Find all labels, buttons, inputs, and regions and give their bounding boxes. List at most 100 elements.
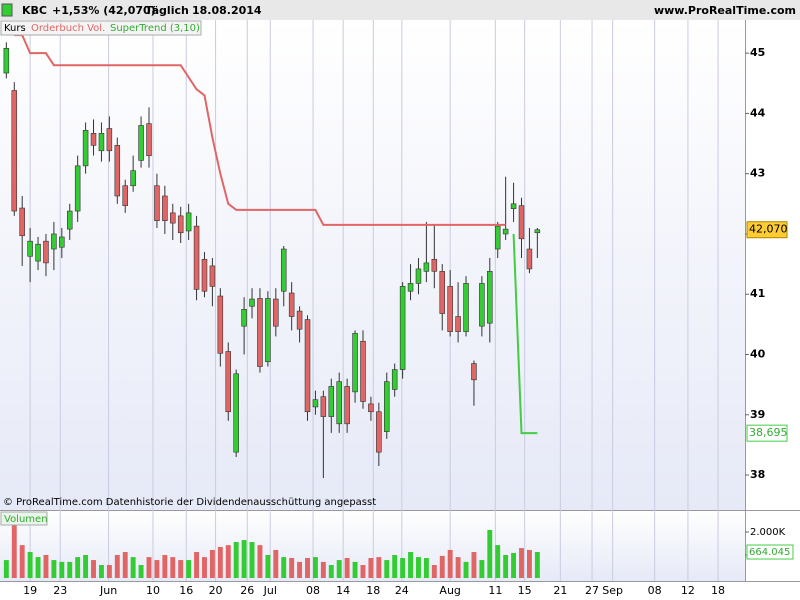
candle-body bbox=[502, 228, 509, 235]
volume-bar bbox=[423, 557, 429, 578]
volume-bar bbox=[19, 545, 25, 578]
volume-bar bbox=[503, 555, 509, 578]
volume-bar bbox=[439, 555, 445, 578]
candle-body bbox=[225, 351, 232, 413]
candle-body bbox=[130, 170, 136, 187]
volume-bar bbox=[130, 557, 136, 578]
candle-body bbox=[19, 207, 25, 237]
period: Täglich bbox=[145, 4, 189, 17]
volume-bar bbox=[257, 545, 263, 578]
volume-bar bbox=[305, 557, 310, 578]
legend-item: SuperTrend (3,10) bbox=[110, 23, 200, 34]
candle-body bbox=[146, 123, 152, 156]
volume-bar bbox=[273, 549, 279, 578]
change: +1,53% (42,070) bbox=[52, 4, 156, 17]
volume-bar bbox=[526, 549, 532, 578]
candle-body bbox=[518, 205, 525, 240]
volume-bar bbox=[106, 565, 112, 578]
volume-bar bbox=[297, 561, 303, 578]
volume-bar bbox=[368, 557, 374, 578]
volume-bar bbox=[447, 549, 453, 578]
price-pane bbox=[0, 20, 745, 510]
candle-body bbox=[51, 233, 57, 250]
candle-body bbox=[162, 195, 168, 222]
x-tick-label: 18 bbox=[366, 584, 380, 597]
volume-bar bbox=[328, 565, 334, 578]
volume-bar bbox=[281, 557, 287, 578]
x-tick-label: 12 bbox=[681, 584, 695, 597]
volume-bar bbox=[217, 546, 223, 578]
volume-bar bbox=[360, 565, 366, 578]
volume-bar bbox=[154, 560, 160, 578]
candle-body bbox=[399, 286, 406, 370]
candle-body bbox=[59, 236, 65, 248]
volume-bar bbox=[91, 560, 96, 578]
candle-body bbox=[209, 265, 216, 287]
volume-bar bbox=[35, 557, 41, 578]
volume-bar bbox=[384, 560, 390, 578]
volume-bar bbox=[3, 560, 9, 578]
volume-bar bbox=[408, 552, 413, 578]
volume-bar bbox=[98, 565, 104, 578]
candle-body bbox=[391, 369, 398, 390]
icon bbox=[1, 3, 13, 17]
grid bbox=[29, 20, 749, 581]
site: www.ProRealTime.com bbox=[654, 4, 796, 17]
volume-bar bbox=[479, 560, 485, 578]
y-tick-label: 40 bbox=[750, 348, 766, 361]
volume-bar bbox=[289, 557, 295, 578]
date: 18.08.2014 bbox=[192, 4, 262, 17]
volume-bar bbox=[146, 557, 152, 578]
x-tick-label: 10 bbox=[146, 584, 160, 597]
volume-bar bbox=[312, 557, 318, 578]
volume-bar bbox=[392, 555, 398, 578]
candle-body bbox=[257, 298, 263, 367]
candle-body bbox=[487, 271, 493, 324]
volume-bar bbox=[186, 560, 192, 578]
y-tick-label: 39 bbox=[750, 408, 765, 421]
volume-bar bbox=[463, 561, 469, 578]
x-tick-label: 11 bbox=[488, 584, 502, 597]
candle-body bbox=[320, 396, 327, 417]
supertrend-label-box bbox=[746, 424, 788, 442]
volume-bar bbox=[122, 552, 128, 578]
candle-body bbox=[74, 165, 81, 212]
candle-body bbox=[494, 225, 501, 250]
price-label: 42,070 bbox=[749, 223, 788, 236]
volume-bar bbox=[320, 561, 326, 578]
candle-body bbox=[233, 373, 239, 453]
candle-body bbox=[384, 381, 390, 432]
legend-box bbox=[0, 20, 202, 36]
volume-bar bbox=[352, 561, 358, 578]
candle-body bbox=[122, 185, 128, 206]
volume-legend-box bbox=[0, 511, 48, 526]
symbol: KBC bbox=[22, 4, 47, 17]
candle-body bbox=[217, 295, 224, 354]
candle-body bbox=[3, 48, 10, 74]
x-tick-label: 23 bbox=[53, 584, 67, 597]
candle-body bbox=[376, 411, 382, 453]
candle-body bbox=[423, 262, 430, 272]
volume-bar bbox=[249, 542, 255, 578]
candle-body bbox=[66, 210, 73, 230]
candle-body bbox=[288, 292, 295, 317]
x-tick-label: 14 bbox=[336, 584, 350, 597]
candle-body bbox=[249, 298, 255, 307]
x-tick-label: 20 bbox=[209, 584, 223, 597]
volume-bar bbox=[265, 555, 271, 578]
volume-label: 664.045 bbox=[749, 547, 790, 558]
candle-body bbox=[352, 333, 358, 393]
volume-bar bbox=[241, 540, 247, 578]
y-tick-label: 45 bbox=[750, 46, 765, 59]
volume-bar bbox=[138, 565, 144, 578]
volume-bar bbox=[487, 529, 493, 578]
legend-item: Kurs bbox=[4, 23, 26, 34]
volume-bar bbox=[170, 557, 176, 578]
candle-body bbox=[11, 90, 18, 212]
volume-bar bbox=[519, 548, 524, 578]
marks bbox=[3, 34, 541, 578]
volume-bar bbox=[75, 557, 81, 578]
candle-body bbox=[138, 125, 144, 161]
x-tick-label: 15 bbox=[518, 584, 532, 597]
candle-body bbox=[185, 212, 192, 232]
